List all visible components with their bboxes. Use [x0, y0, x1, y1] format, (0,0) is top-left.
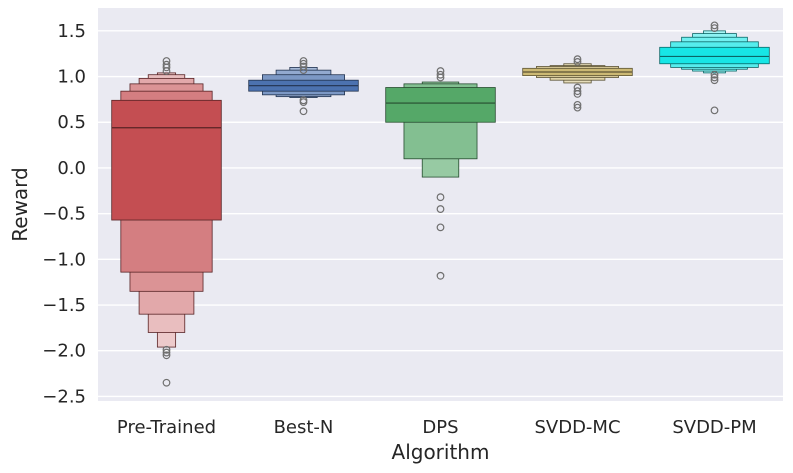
outlier-point: [710, 70, 719, 79]
x-tick-label: Best-N: [274, 417, 334, 438]
outlier-point: [299, 98, 308, 107]
outlier-point: [573, 103, 582, 112]
outlier-point: [162, 351, 171, 360]
outlier-point: [162, 348, 171, 357]
boxen-svdd-mc: [522, 55, 633, 112]
y-tick-label: −0.5: [42, 204, 86, 225]
y-tick-label: 1.0: [57, 67, 86, 88]
outlier-point: [436, 193, 445, 202]
outlier-point: [710, 21, 719, 30]
outlier-point: [710, 24, 719, 33]
outlier-point: [162, 67, 171, 75]
y-tick-label: −2.5: [42, 386, 86, 407]
y-axis-label: Reward: [8, 167, 32, 241]
outlier-point: [162, 63, 171, 72]
outlier-point: [436, 223, 445, 232]
x-tick-label: Pre-Trained: [117, 417, 216, 438]
boxen-svdd-pm: [659, 21, 770, 115]
x-tick-label: DPS: [422, 417, 458, 438]
boxen-dps: [385, 67, 496, 280]
boxen-series: [111, 21, 770, 387]
boxen-box: [111, 99, 222, 221]
x-axis-label: Algorithm: [392, 440, 490, 464]
outlier-point: [710, 106, 719, 115]
outlier-point: [299, 62, 308, 71]
outlier-point: [299, 107, 308, 116]
y-tick-label: −2.0: [42, 341, 86, 362]
x-tick-label: SVDD-PM: [672, 417, 756, 438]
outlier-point: [436, 73, 445, 82]
outlier-point: [573, 58, 582, 66]
outlier-point: [710, 76, 719, 85]
outlier-point: [573, 55, 582, 64]
y-tick-label: 0.0: [57, 158, 86, 179]
outlier-point: [162, 378, 171, 387]
outlier-point: [299, 66, 308, 75]
outlier-point: [573, 90, 582, 98]
outlier-point: [436, 271, 445, 280]
y-tick-label: 1.5: [57, 21, 86, 42]
x-tick-labels: Pre-Trained Best-N DPS SVDD-MC SVDD-PM: [117, 417, 757, 438]
boxen-box: [385, 87, 496, 123]
boxen-pre-trained: [111, 57, 222, 387]
outlier-point: [162, 345, 171, 354]
outlier-point: [573, 100, 582, 109]
y-tick-labels: 1.5 1.0 0.5 0.0 −0.5 −1.0 −1.5 −2.0 −2.5: [42, 21, 86, 408]
y-tick-label: −1.0: [42, 249, 86, 270]
boxen-box: [659, 46, 770, 65]
boxen-best-n: [248, 57, 359, 116]
outlier-point: [710, 73, 719, 82]
y-tick-label: −1.5: [42, 295, 86, 316]
outlier-point: [436, 70, 445, 79]
outlier-point: [299, 57, 308, 65]
outlier-point: [436, 205, 445, 213]
outlier-point: [573, 87, 582, 96]
y-tick-label: 0.5: [57, 112, 86, 133]
x-tick-label: SVDD-MC: [534, 417, 620, 438]
